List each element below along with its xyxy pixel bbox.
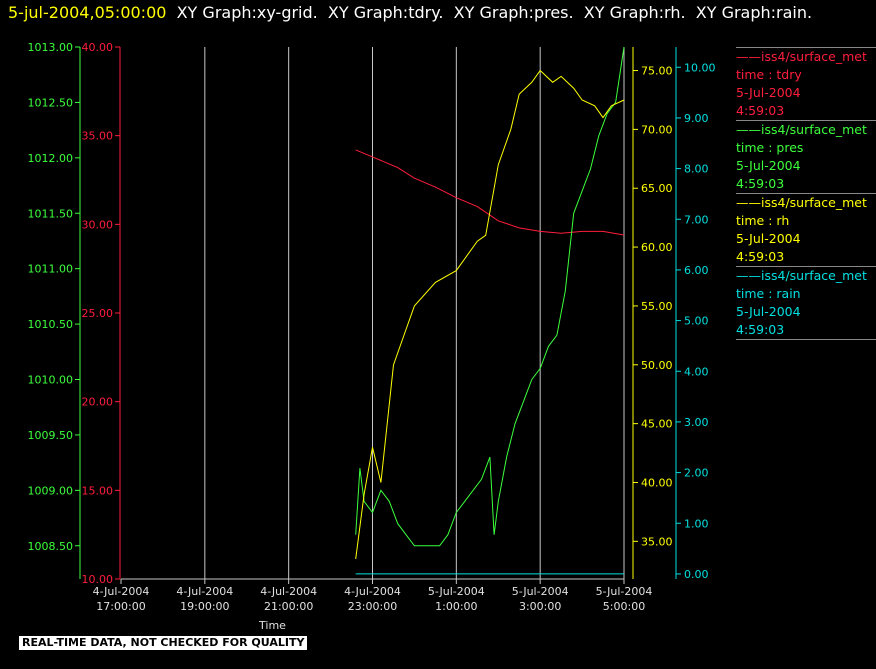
legend-field: time : rain xyxy=(736,286,801,301)
rh-tick-label: 40.00 xyxy=(641,476,673,489)
tdry-tick-label: 30.00 xyxy=(82,218,114,231)
rh-tick-label: 60.00 xyxy=(641,241,673,254)
legend-source: ——iss4/surface_met xyxy=(736,49,867,64)
x-tick-label-date: 4-Jul-2004 xyxy=(93,585,150,598)
pres-tick-label: 1010.50 xyxy=(28,318,74,331)
legend-field: time : rh xyxy=(736,213,790,228)
legend-time: 4:59:03 xyxy=(736,103,785,118)
x-tick-label-date: 5-Jul-2004 xyxy=(512,585,569,598)
legend-entry-rain: ——iss4/surface_met time : rain 5-Jul-200… xyxy=(736,266,876,340)
x-axis-label: Time xyxy=(258,619,286,632)
rain-tick-label: 3.00 xyxy=(684,416,709,429)
rh-tick-label: 55.00 xyxy=(641,300,673,313)
pres-tick-label: 1012.00 xyxy=(28,152,74,165)
x-tick-label-date: 4-Jul-2004 xyxy=(260,585,317,598)
rain-tick-label: 7.00 xyxy=(684,213,709,226)
pres-tick-label: 1010.00 xyxy=(28,374,74,387)
legend-time: 4:59:03 xyxy=(736,249,785,264)
tdry-tick-label: 10.00 xyxy=(82,573,114,586)
header-title: 5-jul-2004,05:00:00 XY Graph:xy-grid. XY… xyxy=(8,3,812,22)
legend-date: 5-Jul-2004 xyxy=(736,231,801,246)
header-graph-tdry: XY Graph:tdry. xyxy=(327,3,444,22)
legend-time: 4:59:03 xyxy=(736,322,785,337)
tdry-tick-label: 40.00 xyxy=(82,41,114,54)
tdry-tick-label: 15.00 xyxy=(82,484,114,497)
pres-tick-label: 1011.50 xyxy=(28,207,74,220)
rain-tick-label: 8.00 xyxy=(684,163,709,176)
rain-tick-label: 5.00 xyxy=(684,315,709,328)
legend-source: ——iss4/surface_met xyxy=(736,268,867,283)
x-tick-label-date: 4-Jul-2004 xyxy=(176,585,233,598)
quality-disclaimer: REAL-TIME DATA, NOT CHECKED FOR QUALITY xyxy=(19,636,308,650)
rain-tick-label: 0.00 xyxy=(684,568,709,581)
legend-source: ——iss4/surface_met xyxy=(736,122,867,137)
x-tick-label-time: 3:00:00 xyxy=(519,600,561,613)
header-graph-rain: XY Graph:rain. xyxy=(695,3,813,22)
rain-tick-label: 10.00 xyxy=(684,61,716,74)
rh-tick-label: 50.00 xyxy=(641,359,673,372)
rain-tick-label: 2.00 xyxy=(684,467,709,480)
pres-tick-label: 1013.00 xyxy=(28,41,74,54)
legend-date: 5-Jul-2004 xyxy=(736,85,801,100)
legend-date: 5-Jul-2004 xyxy=(736,304,801,319)
legend-field: time : pres xyxy=(736,140,804,155)
x-tick-label-time: 23:00:00 xyxy=(348,600,397,613)
rh-tick-label: 75.00 xyxy=(641,65,673,78)
pres-tick-label: 1008.50 xyxy=(28,540,74,553)
x-tick-label-time: 5:00:00 xyxy=(603,600,645,613)
rain-tick-label: 6.00 xyxy=(684,264,709,277)
tdry-tick-label: 20.00 xyxy=(82,396,114,409)
rh-tick-label: 45.00 xyxy=(641,418,673,431)
tdry-tick-label: 35.00 xyxy=(82,130,114,143)
pres-tick-label: 1011.00 xyxy=(28,263,74,276)
pres-tick-label: 1012.50 xyxy=(28,96,74,109)
x-tick-label-time: 17:00:00 xyxy=(96,600,145,613)
chart-legend: ——iss4/surface_met time : tdry 5-Jul-200… xyxy=(736,47,876,340)
x-tick-label-date: 4-Jul-2004 xyxy=(344,585,401,598)
legend-field: time : tdry xyxy=(736,67,802,82)
rain-tick-label: 9.00 xyxy=(684,112,709,125)
x-tick-label-date: 5-Jul-2004 xyxy=(596,585,653,598)
header-graph-xy-grid: XY Graph:xy-grid. xyxy=(176,3,318,22)
x-tick-label-time: 21:00:00 xyxy=(264,600,313,613)
series-rh-line xyxy=(355,69,625,560)
legend-time: 4:59:03 xyxy=(736,176,785,191)
header-graph-rh: XY Graph:rh. xyxy=(583,3,686,22)
rh-tick-label: 35.00 xyxy=(641,535,673,548)
header-timestamp: 5-jul-2004,05:00:00 xyxy=(8,3,167,22)
legend-source: ——iss4/surface_met xyxy=(736,195,867,210)
legend-entry-tdry: ——iss4/surface_met time : tdry 5-Jul-200… xyxy=(736,47,876,120)
x-tick-label-time: 1:00:00 xyxy=(435,600,477,613)
rh-tick-label: 70.00 xyxy=(641,123,673,136)
pres-tick-label: 1009.00 xyxy=(28,484,74,497)
rain-tick-label: 1.00 xyxy=(684,517,709,530)
x-tick-label-date: 5-Jul-2004 xyxy=(428,585,485,598)
legend-entry-pres: ——iss4/surface_met time : pres 5-Jul-200… xyxy=(736,120,876,193)
pres-tick-label: 1009.50 xyxy=(28,429,74,442)
rh-tick-label: 65.00 xyxy=(641,182,673,195)
legend-date: 5-Jul-2004 xyxy=(736,158,801,173)
x-tick-label-time: 19:00:00 xyxy=(180,600,229,613)
tdry-tick-label: 25.00 xyxy=(82,307,114,320)
series-tdry-line xyxy=(355,149,625,236)
header-graph-pres: XY Graph:pres. xyxy=(453,3,574,22)
series-pres-line xyxy=(355,46,625,547)
legend-entry-rh: ——iss4/surface_met time : rh 5-Jul-2004 … xyxy=(736,193,876,266)
rain-tick-label: 4.00 xyxy=(684,365,709,378)
